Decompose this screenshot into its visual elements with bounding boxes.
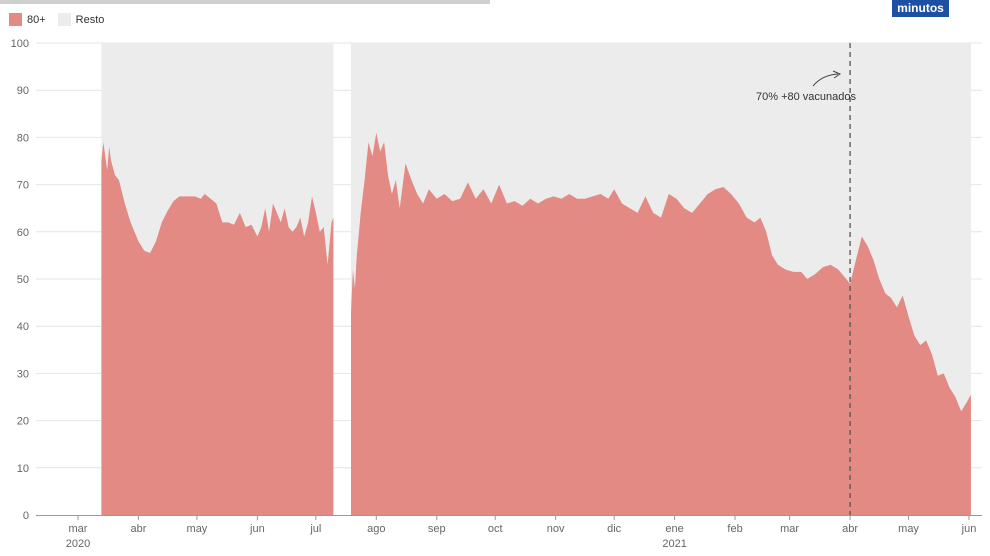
chart-legend: 80+ Resto <box>9 13 116 26</box>
y-tick-label: 90 <box>17 85 29 97</box>
x-tick-label: feb <box>727 523 742 535</box>
annotation-arrowhead <box>832 70 842 79</box>
x-tick-label: nov <box>547 523 565 535</box>
legend-swatch-80plus <box>9 13 22 26</box>
x-tick-label: abr <box>842 523 858 535</box>
x-tick-label: jun <box>961 523 977 535</box>
area-80plus <box>351 132 971 515</box>
x-tick-label: dic <box>607 523 622 535</box>
x-tick-label: jul <box>309 523 321 535</box>
legend-swatch-resto <box>57 13 71 26</box>
x-tick-label: ago <box>367 523 385 535</box>
x-tick-label: mar <box>69 523 88 535</box>
x-tick-year-label: 2020 <box>66 538 90 550</box>
legend-label-80plus: 80+ <box>27 13 46 26</box>
y-tick-label: 80 <box>17 132 29 144</box>
x-tick-label: mar <box>780 523 799 535</box>
x-tick-label: jun <box>249 523 265 535</box>
annotation-label: 70% +80 vacunados <box>756 91 856 103</box>
y-tick-label: 30 <box>17 368 29 380</box>
x-tick-label: may <box>898 523 919 535</box>
y-tick-label: 20 <box>17 416 29 428</box>
x-tick-label: sep <box>428 523 446 535</box>
x-tick-label: may <box>187 523 208 535</box>
x-tick-label: oct <box>488 523 503 535</box>
y-tick-label: 100 <box>11 38 29 50</box>
top-divider-bar <box>0 0 490 4</box>
y-tick-label: 50 <box>17 274 29 286</box>
x-tick-label: ene <box>665 523 683 535</box>
x-tick-year-label: 2021 <box>662 538 686 550</box>
y-tick-label: 40 <box>17 321 29 333</box>
legend-label-resto: Resto <box>75 13 105 26</box>
y-tick-label: 60 <box>17 227 29 239</box>
y-tick-label: 70 <box>17 180 29 192</box>
x-tick-label: abr <box>130 523 146 535</box>
annotation-arrow <box>812 73 839 87</box>
area-80plus <box>101 142 334 515</box>
y-tick-label: 0 <box>23 510 29 522</box>
legend-item-80plus[interactable]: 80+ <box>9 13 46 26</box>
y-tick-label: 10 <box>17 463 29 475</box>
brand-logo[interactable]: minutos <box>892 0 949 17</box>
legend-item-resto[interactable]: Resto <box>57 13 105 26</box>
